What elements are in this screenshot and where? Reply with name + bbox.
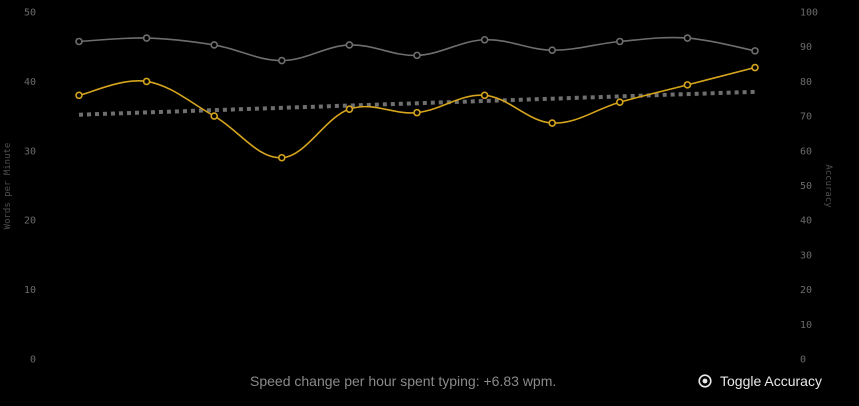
- right-tick-label: 90: [800, 42, 812, 53]
- typing-chart: 0 10 20 30 40 50 0 10 20 30 40 50 60 70 80 90 100 Words…: [3, 8, 833, 366]
- wpm-point: [345, 105, 354, 113]
- right-tick-label: 20: [800, 285, 812, 296]
- right-tick-label: 60: [800, 146, 812, 157]
- left-axis-ticks: 0 10 20 30 40 50: [24, 8, 36, 366]
- accuracy-point: [345, 41, 354, 49]
- right-tick-label: 70: [800, 112, 812, 123]
- wpm-point: [142, 77, 151, 86]
- wpm-point: [548, 119, 557, 127]
- accuracy-point: [683, 34, 692, 42]
- left-tick-label: 10: [24, 285, 36, 296]
- accuracy-point: [75, 37, 83, 46]
- wpm-point: [683, 81, 692, 89]
- left-tick-label: 30: [24, 146, 36, 157]
- accuracy-point: [142, 34, 151, 42]
- left-tick-label: 40: [24, 77, 36, 88]
- toggle-accuracy-label: Toggle Accuracy: [720, 373, 822, 389]
- left-axis-label: Words per Minute: [3, 143, 13, 230]
- right-tick-label: 30: [800, 250, 812, 261]
- wpm-point: [75, 91, 83, 100]
- right-tick-label: 50: [800, 181, 812, 192]
- wpm-point: [751, 63, 759, 72]
- left-tick-label: 20: [24, 216, 36, 227]
- right-axis-label: Accuracy: [823, 164, 833, 208]
- right-tick-label: 0: [800, 355, 806, 366]
- wpm-point: [210, 112, 218, 120]
- accuracy-point: [548, 46, 557, 54]
- accuracy-point: [413, 51, 421, 60]
- right-tick-label: 10: [800, 320, 812, 331]
- accuracy-point: [210, 41, 218, 49]
- right-tick-label: 100: [800, 8, 818, 19]
- left-tick-label: 0: [30, 355, 36, 366]
- right-tick-label: 40: [800, 216, 812, 227]
- accuracy-point: [615, 37, 624, 46]
- wpm-point: [413, 108, 421, 117]
- left-tick-label: 50: [24, 8, 36, 19]
- series-layer: [75, 34, 759, 162]
- right-axis-ticks: 0 10 20 30 40 50 60 70 80 90 100: [800, 8, 818, 366]
- wpm-point: [480, 91, 489, 100]
- eye-circle-icon: [698, 374, 712, 388]
- wpm-point: [615, 98, 624, 107]
- toggle-accuracy-button[interactable]: Toggle Accuracy: [698, 373, 822, 389]
- speed-change-text: Speed change per hour spent typing: +6.8…: [250, 373, 557, 389]
- accuracy-point: [480, 35, 489, 44]
- right-tick-label: 80: [800, 77, 812, 88]
- wpm-point: [277, 153, 286, 162]
- accuracy-point: [751, 47, 759, 55]
- accuracy-point: [277, 56, 286, 65]
